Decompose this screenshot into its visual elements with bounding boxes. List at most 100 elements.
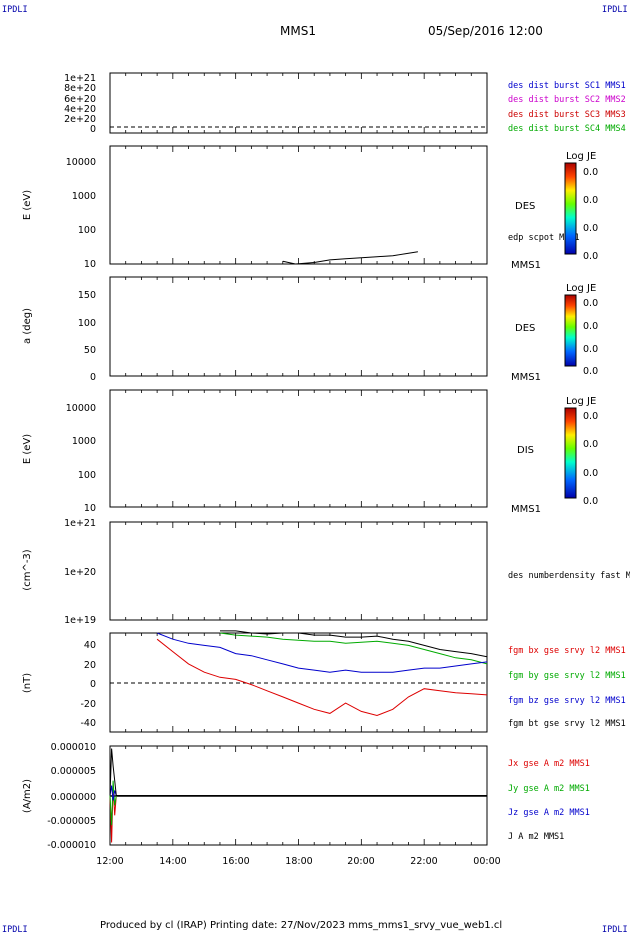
corner-mark-bottom-left: IPDLI [2,925,28,934]
legend-entry: fgm by gse srvy l2 MMS1 [508,671,626,681]
xtick: 18:00 [285,856,312,867]
legend-entry: Jz gse A m2 MMS1 [508,808,590,818]
ytick: 40 [84,640,96,651]
instrument-label: DIS [517,445,534,456]
overlay-label: edp scpot MMS1 [508,233,580,243]
ytick: 0.000000 [51,792,96,803]
ytick: 150 [78,290,96,301]
colorbar-tick: 0.0 [583,298,598,309]
legend-entry: fgm bt gse srvy l2 MMS1 [508,719,626,729]
ytick: 10000 [66,157,96,168]
corner-mark-top-right: IPDLI [602,5,628,15]
ylabel: (nT) [22,673,33,693]
panel-frame [109,145,488,265]
ytick: 10 [84,503,96,514]
panel-b-field: (nT) 40 20 0 -20 -40 fgm bx gse srvy l2 … [22,630,626,733]
colorbar-tick: 0.0 [583,366,598,377]
panel-frame [109,276,488,377]
current-lines [109,748,487,843]
ytick: 100 [78,225,96,236]
ytick: -20 [80,699,96,710]
tick-marks [109,73,488,845]
colorbar-tick: 0.0 [583,223,598,234]
colorbar-tick: 0.0 [583,167,598,178]
ytick: 0.000010 [51,742,96,753]
corner-mark-top-left: IPDLI [2,5,28,15]
colorbar-tick: 0.0 [583,251,598,262]
spacecraft-label: MMS1 [511,260,541,271]
colorbar [564,294,577,367]
panel-des-energy: E (eV) 10000 1000 100 10 DES edp scpot M… [22,145,598,271]
corner-mark-bottom-right: IPDLI [602,925,628,934]
ylabel: E (eV) [22,434,33,464]
ytick: 100 [78,318,96,329]
panel-dis-energy: E (eV) 10000 1000 100 10 DIS MMS1 Log JE… [22,389,598,515]
colorbar-tick: 0.0 [583,344,598,355]
panel-density: (cm^-3) 1e+21 1e+20 1e+19 des numberdens… [22,518,630,626]
ytick: 2e+20 [64,114,96,125]
ytick: -0.000010 [47,840,96,851]
ytick: 4e+20 [64,104,96,115]
colorbar-tick: 0.0 [583,321,598,332]
legend-entry: des numberdensity fast M [508,571,630,581]
spacecraft-label: MMS1 [511,372,541,383]
colorbar-label: Log JE [566,396,596,407]
ytick: -0.000005 [47,816,96,827]
colorbar-label: Log JE [566,151,596,162]
series-line [156,632,488,673]
ytick: 8e+20 [64,83,96,94]
ytick: 1e+20 [64,567,96,578]
spacecraft-title: MMS1 [280,24,316,38]
legend-entry: Jx gse A m2 MMS1 [508,759,590,769]
series-line [109,785,487,801]
legend-entry: des dist burst SC2 MMS2 [508,95,626,105]
series-line [156,638,488,717]
ytick: 0 [90,124,96,135]
ylabel: E (eV) [22,190,33,220]
xtick: 00:00 [473,856,500,867]
ylabel: a (deg) [22,308,33,344]
ytick: 20 [84,660,96,671]
legend-entry: Jy gse A m2 MMS1 [508,784,590,794]
spacecraft-label: MMS1 [511,504,541,515]
instrument-label: DES [515,323,535,334]
legend-entry: des dist burst SC4 MMS4 [508,124,626,134]
ytick: -40 [80,718,96,729]
ytick: 0 [90,372,96,383]
footer-credit: Produced by cl (IRAP) Printing date: 27/… [100,920,502,931]
b-field-lines [156,630,488,717]
colorbar-tick: 0.0 [583,468,598,479]
ytick: 0.000005 [51,766,96,777]
panel-current: (A/m2) 0.000010 0.000005 0.000000 -0.000… [22,742,590,851]
scpot-series-line [282,251,418,265]
time-axis: 12:00 14:00 16:00 18:00 20:00 22:00 00:0… [96,856,500,867]
ytick: 100 [78,470,96,481]
ytick: 0 [90,679,96,690]
ytick: 1000 [72,436,96,447]
ylabel: (cm^-3) [22,549,33,590]
series-line [109,748,487,796]
panel-frame [109,72,488,134]
series-line [220,630,488,658]
panel-frame [109,521,488,621]
xtick: 12:00 [96,856,123,867]
ytick: 1e+21 [64,518,96,529]
colorbar [564,162,577,255]
legend-entry: des dist burst SC3 MMS3 [508,110,626,120]
legend-entry: des dist burst SC1 MMS1 [508,81,626,91]
series-line [109,780,487,826]
ytick: 50 [84,345,96,356]
ylabel: (A/m2) [22,779,33,813]
series-line [219,632,488,665]
panel-frame [109,389,488,508]
ytick: 1e+19 [64,615,96,626]
legend-entry: J A m2 MMS1 [508,832,564,842]
colorbar [564,407,577,499]
ytick: 6e+20 [64,94,96,105]
xtick: 20:00 [347,856,374,867]
ytick: 10000 [66,403,96,414]
ytick: 1e+21 [64,73,96,84]
xtick: 16:00 [222,856,249,867]
ytick: 10 [84,259,96,270]
